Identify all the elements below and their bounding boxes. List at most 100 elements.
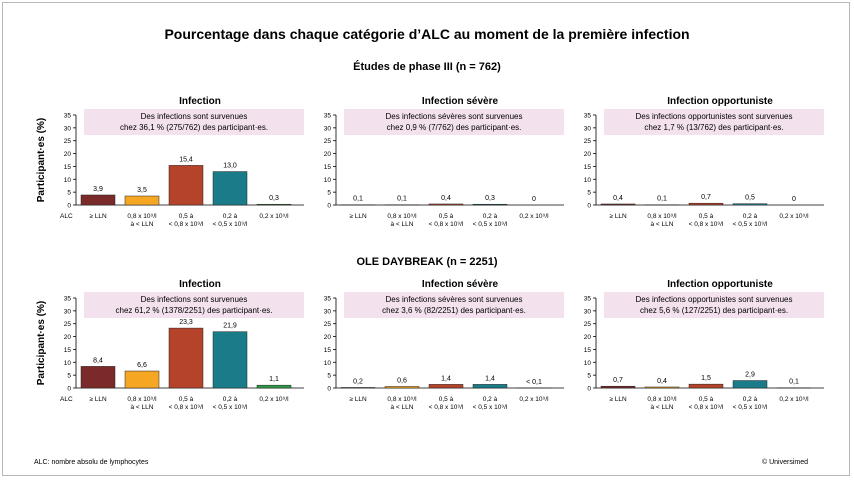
y-tick-label: 35 [584,113,592,120]
bar [688,383,724,389]
bar-value-label: 0 [532,196,536,203]
bar [256,203,292,206]
y-tick-label: 0 [327,203,331,210]
x-tick-label: ≥ LLN [609,213,627,220]
y-tick-label: 30 [64,125,72,132]
note-line: Des infections sont survenues [141,295,248,304]
bar-value-label: 0,1 [353,196,363,203]
bar [80,366,116,389]
note-box [344,292,564,318]
y-tick-label: 5 [587,373,591,380]
x-tick-label: < 0,8 x 10⁹/l [169,221,204,228]
x-tick-label: à < LLN [651,221,674,228]
bar [384,386,420,389]
x-tick-label: ≥ LLN [349,396,367,403]
y-tick-label: 25 [584,138,592,145]
x-tick-label: 0,8 x 10⁹/l [387,396,417,403]
bar-value-label: 0,1 [397,196,407,203]
y-tick-label: 10 [64,360,72,367]
bar [212,171,248,206]
y-tick-label: 10 [324,360,332,367]
note-box [84,109,304,135]
y-tick-label: 30 [324,125,332,132]
panel-title: Infection sévère [422,279,499,290]
note-box [344,109,564,135]
bar-value-label: 0,7 [613,377,623,384]
bar-value-label: 15,4 [179,156,193,163]
y-tick-label: 20 [324,151,332,158]
bar [428,203,464,206]
x-tick-label: < 0,5 x 10⁹/l [213,404,248,411]
chart-panel: Infection sévère Des infections sévères s… [324,96,564,228]
x-tick-label: < 0,8 x 10⁹/l [429,404,464,411]
y-tick-label: 20 [64,334,72,341]
bar [472,384,508,389]
x-tick-label: 0,2 à [483,213,498,220]
panel-title: Infection opportuniste [667,96,773,107]
bar-value-label: 0,4 [441,195,451,202]
note-line: chez 36,1 % (275/762) des participant·es… [120,123,268,132]
x-tick-label: 0,2 x 10⁹/l [779,213,809,220]
note-line: Des infections sont survenues [141,112,248,121]
bar [732,203,768,206]
bar-value-label: 0,1 [657,196,667,203]
bar-value-label: 1,1 [269,376,279,383]
bar-value-label: 0,1 [789,379,799,386]
y-tick-label: 0 [327,386,331,393]
bar [212,331,248,389]
bar-value-label: 13,0 [223,163,237,170]
x-tick-label: 0,2 x 10⁹/l [259,396,289,403]
x-tick-label: < 0,5 x 10⁹/l [733,404,768,411]
bar [256,384,292,389]
note-line: Des infections opportunistes sont surven… [636,112,793,121]
y-tick-label: 15 [584,347,592,354]
main-title: Pourcentage dans chaque catégorie d’ALC … [164,26,690,42]
chart-panel: Infection sévère Des infections sévères s… [324,279,564,411]
y-tick-label: 35 [64,113,72,120]
note-line: Des infections opportunistes sont surven… [636,295,793,304]
bar-value-label: 0,4 [657,378,667,385]
x-tick-label: < 0,8 x 10⁹/l [689,221,724,228]
y-tick-label: 20 [324,334,332,341]
bar-value-label: 3,9 [93,186,103,193]
y-tick-label: 35 [64,296,72,303]
note-box [84,292,304,318]
bar-value-label: 0,3 [269,195,279,202]
bar-value-label: 6,6 [137,362,147,369]
bar [168,327,204,389]
note-box [604,109,824,135]
chart-panel: Infection Des infections sont survenues ch… [64,96,304,228]
y-tick-label: 0 [587,203,591,210]
x-tick-label: ≥ LLN [349,213,367,220]
y-tick-label: 15 [64,347,72,354]
section-title-phase3: Études de phase III (n = 762) [353,61,501,73]
x-axis-prefix: ALC [60,396,73,403]
chart-panel: Infection opportuniste Des infections opp… [584,279,824,411]
bar [732,380,768,389]
y-tick-label: 5 [587,190,591,197]
x-tick-label: 0,2 à [743,396,758,403]
chart-panel: Infection Des infections sont survenues ch… [64,279,304,411]
bar-value-label: 8,4 [93,357,103,364]
x-tick-label: 0,2 à [223,213,238,220]
note-box [604,292,824,318]
x-tick-label: ≥ LLN [609,396,627,403]
x-tick-label: < 0,8 x 10⁹/l [169,404,204,411]
note-line: Des infections sévères sont survenues [386,112,523,121]
x-tick-label: 0,2 x 10⁹/l [519,213,549,220]
y-tick-label: 0 [67,203,71,210]
y-tick-label: 15 [324,164,332,171]
x-tick-label: à < LLN [131,221,154,228]
note-line: chez 61,2 % (1378/2251) des participant·… [116,306,273,315]
panel-title: Infection opportuniste [667,279,773,290]
x-tick-label: à < LLN [391,404,414,411]
panel-title: Infection [179,96,221,107]
bar [124,195,160,206]
x-tick-label: ≥ LLN [89,213,107,220]
y-tick-label: 15 [324,347,332,354]
x-tick-label: 0,8 x 10⁹/l [127,213,157,220]
y-tick-label: 15 [584,164,592,171]
x-tick-label: 0,5 à [439,396,454,403]
bar [80,194,116,206]
